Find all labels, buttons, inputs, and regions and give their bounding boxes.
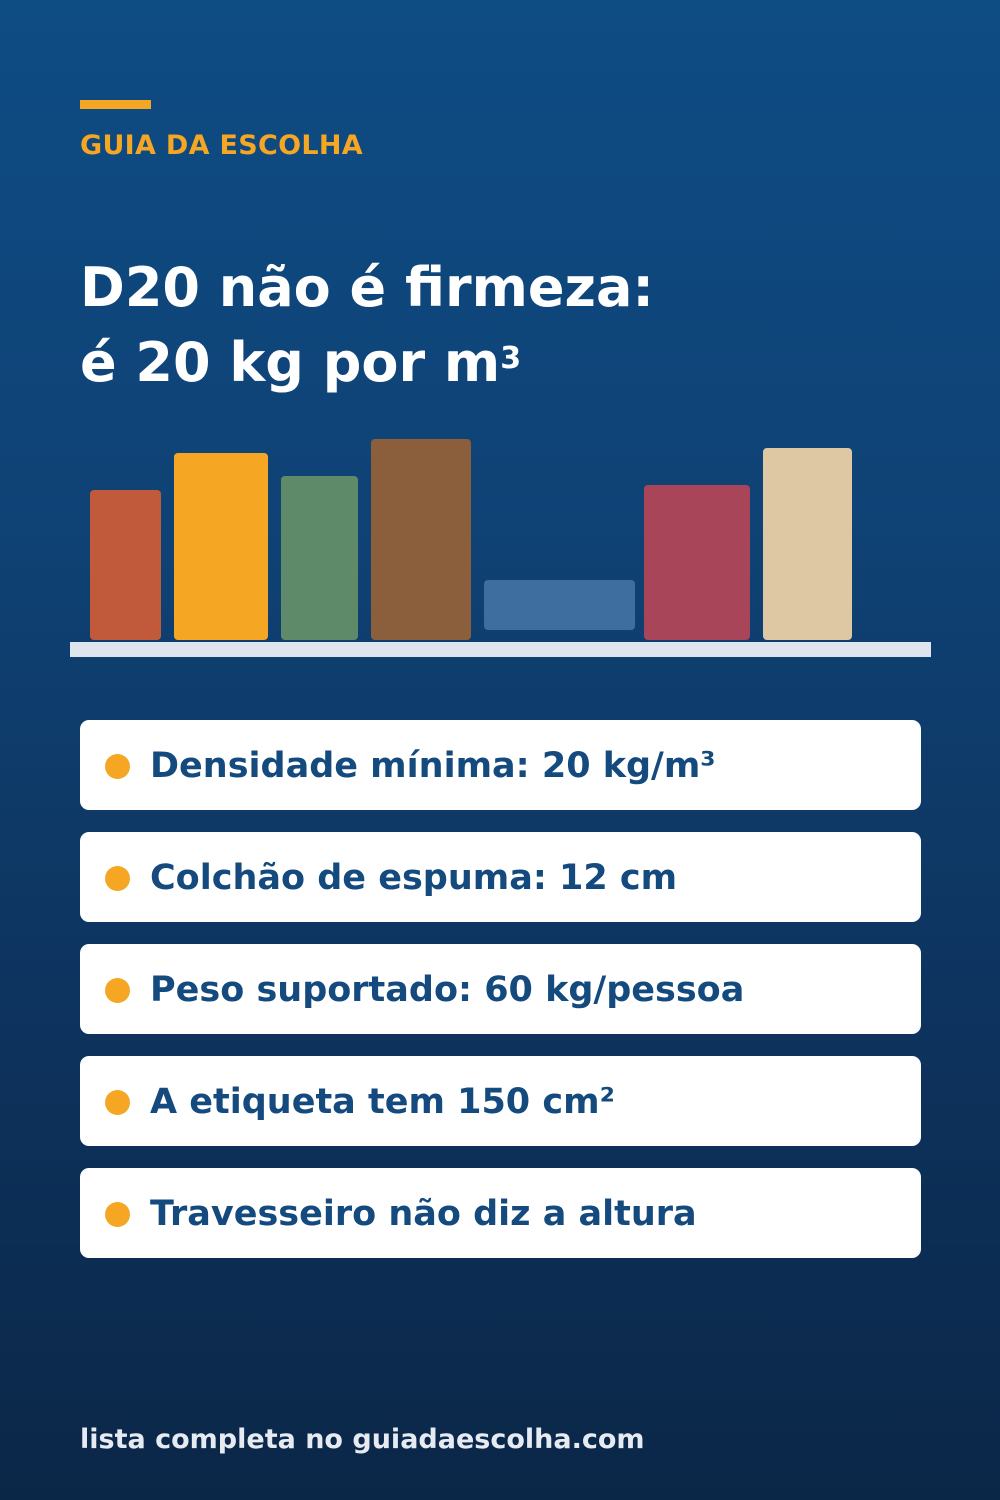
title-superscript: 3 <box>500 341 522 376</box>
list-item-text: A etiqueta tem 150 cm² <box>150 1082 615 1122</box>
block-6 <box>644 485 750 640</box>
bullet-icon <box>105 1202 130 1227</box>
brand-kicker: GUIA DA ESCOLHA <box>80 130 363 161</box>
page-title: D20 não é firmeza: é 20 kg por m3 <box>80 250 654 400</box>
block-7 <box>763 448 852 640</box>
list-item: A etiqueta tem 150 cm² <box>80 1056 921 1146</box>
list-item-text: Colchão de espuma: 12 cm <box>150 858 678 898</box>
list-item-text: Travesseiro não diz a altura <box>150 1194 697 1234</box>
list-item: Densidade mínima: 20 kg/m³ <box>80 720 921 810</box>
list-item: Colchão de espuma: 12 cm <box>80 832 921 922</box>
bullet-icon <box>105 978 130 1003</box>
bullet-icon <box>105 1090 130 1115</box>
mattress-stack-illustration <box>0 0 1000 700</box>
block-1 <box>90 490 161 640</box>
footer-link-text: lista completa no guiadaescolha.com <box>80 1424 645 1455</box>
accent-bar <box>80 100 151 109</box>
block-3 <box>281 476 358 640</box>
list-item-text: Densidade mínima: 20 kg/m³ <box>150 746 716 786</box>
block-2 <box>174 453 268 640</box>
bullet-icon <box>105 866 130 891</box>
list-item: Travesseiro não diz a altura <box>80 1168 921 1258</box>
title-line-1: D20 não é firmeza: <box>80 256 654 319</box>
block-4 <box>371 439 471 640</box>
title-line-2: é 20 kg por m <box>80 331 501 394</box>
list-item: Peso suportado: 60 kg/pessoa <box>80 944 921 1034</box>
shelf-line <box>70 642 931 657</box>
fact-list: Densidade mínima: 20 kg/m³ Colchão de es… <box>80 720 921 1280</box>
bullet-icon <box>105 754 130 779</box>
block-5 <box>484 580 635 630</box>
list-item-text: Peso suportado: 60 kg/pessoa <box>150 970 745 1010</box>
